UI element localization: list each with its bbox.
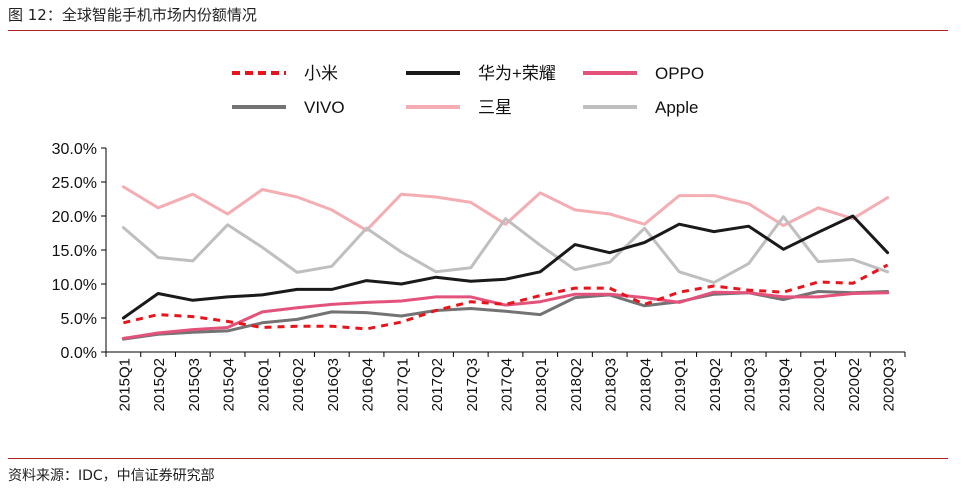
legend-label: 小米 <box>304 64 338 83</box>
x-tick-label: 2018Q1 <box>533 358 550 411</box>
y-tick-label: 25.0% <box>52 175 97 192</box>
x-tick-label: 2016Q3 <box>325 358 342 411</box>
series-line-5 <box>121 215 890 285</box>
title-divider <box>8 30 948 31</box>
series-line-1 <box>121 214 890 320</box>
x-tick-label: 2016Q2 <box>290 358 307 411</box>
x-tick-label: 2019Q1 <box>672 358 689 411</box>
x-tick-label: 2017Q1 <box>394 358 411 411</box>
x-tick-label: 2020Q1 <box>811 358 828 411</box>
legend-label: VIVO <box>304 98 345 117</box>
x-axis: 2015Q1 2015Q2 2015Q3 2015Q4 2016Q1 2016Q2 2016… <box>105 351 906 411</box>
x-tick-label: 2018Q4 <box>637 358 654 411</box>
legend-label: 华为+荣耀 <box>478 64 556 83</box>
y-tick-label: 15.0% <box>52 243 97 260</box>
series-line-0 <box>123 263 889 331</box>
x-tick-label: 2016Q4 <box>360 358 377 411</box>
x-tick-label: 2020Q2 <box>846 358 863 411</box>
series-line-4 <box>121 185 890 232</box>
x-tick-label: 2019Q2 <box>707 358 724 411</box>
x-tick-label: 2017Q4 <box>499 358 516 411</box>
x-tick-label: 2015Q4 <box>221 358 238 411</box>
series-line-3 <box>121 290 890 341</box>
x-tick-label: 2017Q2 <box>429 358 446 411</box>
y-tick-label: 20.0% <box>52 209 97 226</box>
series-line-2 <box>121 290 890 340</box>
x-tick-label: 2015Q3 <box>186 358 203 411</box>
y-tick-label: 10.0% <box>52 277 97 294</box>
x-tick-label: 2020Q3 <box>881 358 898 411</box>
legend-label: Apple <box>655 98 698 117</box>
chart-legend: 小米 华为+荣耀 OPPO VIVO 三星 Apple <box>232 64 704 117</box>
y-axis: 0.0% 5.0% 10.0% 15.0% 20.0% 25.0% 30.0% <box>52 141 107 362</box>
plot-area <box>121 185 890 341</box>
figure-title: 图 12：全球智能手机市场内份额情况 <box>8 6 257 24</box>
y-tick-label: 0.0% <box>61 345 97 362</box>
x-tick-label: 2015Q2 <box>151 358 168 411</box>
source-divider <box>8 458 948 459</box>
x-tick-label: 2016Q1 <box>255 358 272 411</box>
legend-label: 三星 <box>478 98 512 117</box>
y-tick-label: 5.0% <box>61 311 97 328</box>
x-tick-label: 2018Q3 <box>603 358 620 411</box>
x-tick-label: 2019Q4 <box>776 358 793 411</box>
x-tick-label: 2019Q3 <box>742 358 759 411</box>
x-tick-label: 2015Q1 <box>116 358 133 411</box>
y-tick-label: 30.0% <box>52 141 97 158</box>
x-tick-label: 2018Q2 <box>568 358 585 411</box>
source-note: 资料来源：IDC，中信证券研究部 <box>8 468 215 484</box>
legend-label: OPPO <box>655 64 704 83</box>
x-tick-label: 2017Q3 <box>464 358 481 411</box>
